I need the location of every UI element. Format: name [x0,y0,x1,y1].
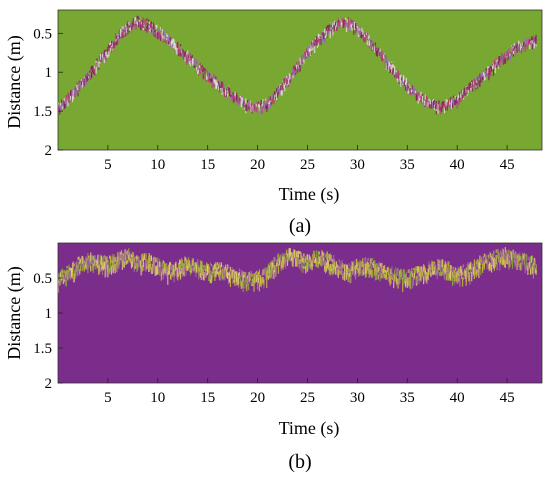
x-tick-label-b: 45 [500,390,515,406]
y-tick-label-b: 1.5 [33,341,52,357]
x-tick-label-b: 25 [300,390,315,406]
x-tick-label-b: 35 [400,390,415,406]
x-tick-label-a: 45 [500,157,515,173]
x-tick-label-b: 10 [150,390,165,406]
plot-area-a [57,9,543,151]
panel-label-b: (b) [288,451,311,473]
x-axis-label-b: Time (s) [279,418,340,439]
x-tick-label-a: 35 [400,157,415,173]
y-ticks-a: 0.5 1 1.5 2 [33,26,63,159]
panel-b: 5 10 15 20 25 30 35 40 45 0.5 1 1.5 2 Time (s) Dist… [4,242,543,473]
x-ticks-b: 5 10 15 20 25 30 35 40 45 [104,378,515,406]
trace-b [58,247,537,293]
y-tick-label-a: 0.5 [33,26,52,42]
x-tick-label-b: 40 [450,390,465,406]
x-tick-label-a: 20 [250,157,265,173]
x-tick-label-a: 40 [450,157,465,173]
panel-a: 5 10 15 20 25 30 35 40 45 0.5 1 1.5 2 Time (s) Dist… [4,9,543,237]
y-tick-label-b: 1 [45,306,53,322]
x-tick-label-b: 15 [200,390,215,406]
y-tick-label-a: 1 [45,65,53,81]
trace-a [58,15,537,115]
y-ticks-b: 0.5 1 1.5 2 [33,271,63,392]
x-tick-label-b: 20 [250,390,265,406]
x-tick-label-a: 15 [200,157,215,173]
x-axis-label-a: Time (s) [279,184,340,205]
y-tick-label-b: 2 [45,376,53,392]
x-tick-label-a: 30 [350,157,365,173]
x-tick-label-a: 10 [150,157,165,173]
y-tick-label-a: 1.5 [33,104,52,120]
y-axis-label-a: Distance (m) [4,35,25,128]
y-axis-label-b: Distance (m) [4,266,25,359]
x-tick-label-b: 5 [104,390,112,406]
x-tick-label-b: 30 [350,390,365,406]
y-tick-label-a: 2 [45,143,53,159]
x-tick-label-a: 25 [300,157,315,173]
x-ticks-a: 5 10 15 20 25 30 35 40 45 [104,145,515,173]
y-tick-label-b: 0.5 [33,271,52,287]
panel-label-a: (a) [289,215,311,237]
x-tick-label-a: 5 [104,157,112,173]
